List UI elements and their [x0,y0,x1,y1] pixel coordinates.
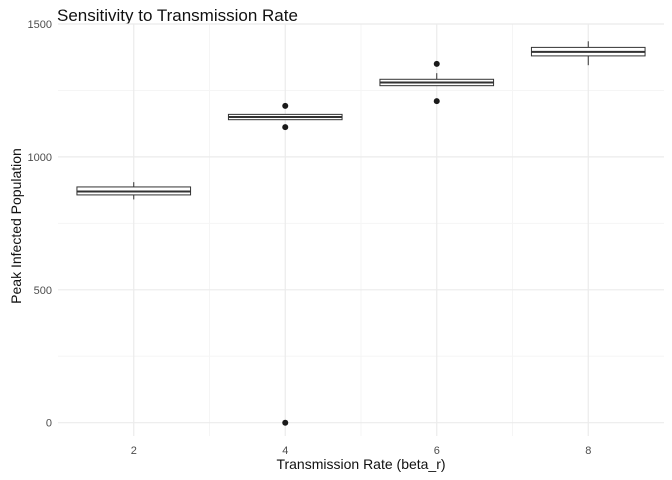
outlier-point [282,419,289,426]
x-tick-label: 2 [131,445,137,457]
y-tick-label: 0 [46,418,52,430]
x-tick-label: 6 [434,445,440,457]
outlier-point [282,102,289,109]
y-tick-label: 1500 [28,19,52,31]
y-tick-label: 500 [34,285,52,297]
chart-title: Sensitivity to Transmission Rate [57,6,298,25]
y-axis-title: Peak Infected Population [8,148,24,304]
outlier-point [433,98,440,105]
outlier-point [433,60,440,67]
outlier-point [282,124,289,131]
x-tick-label: 8 [585,445,591,457]
x-axis-title: Transmission Rate (beta_r) [276,456,446,472]
y-tick-label: 1000 [28,152,52,164]
x-tick-label: 4 [282,445,288,457]
